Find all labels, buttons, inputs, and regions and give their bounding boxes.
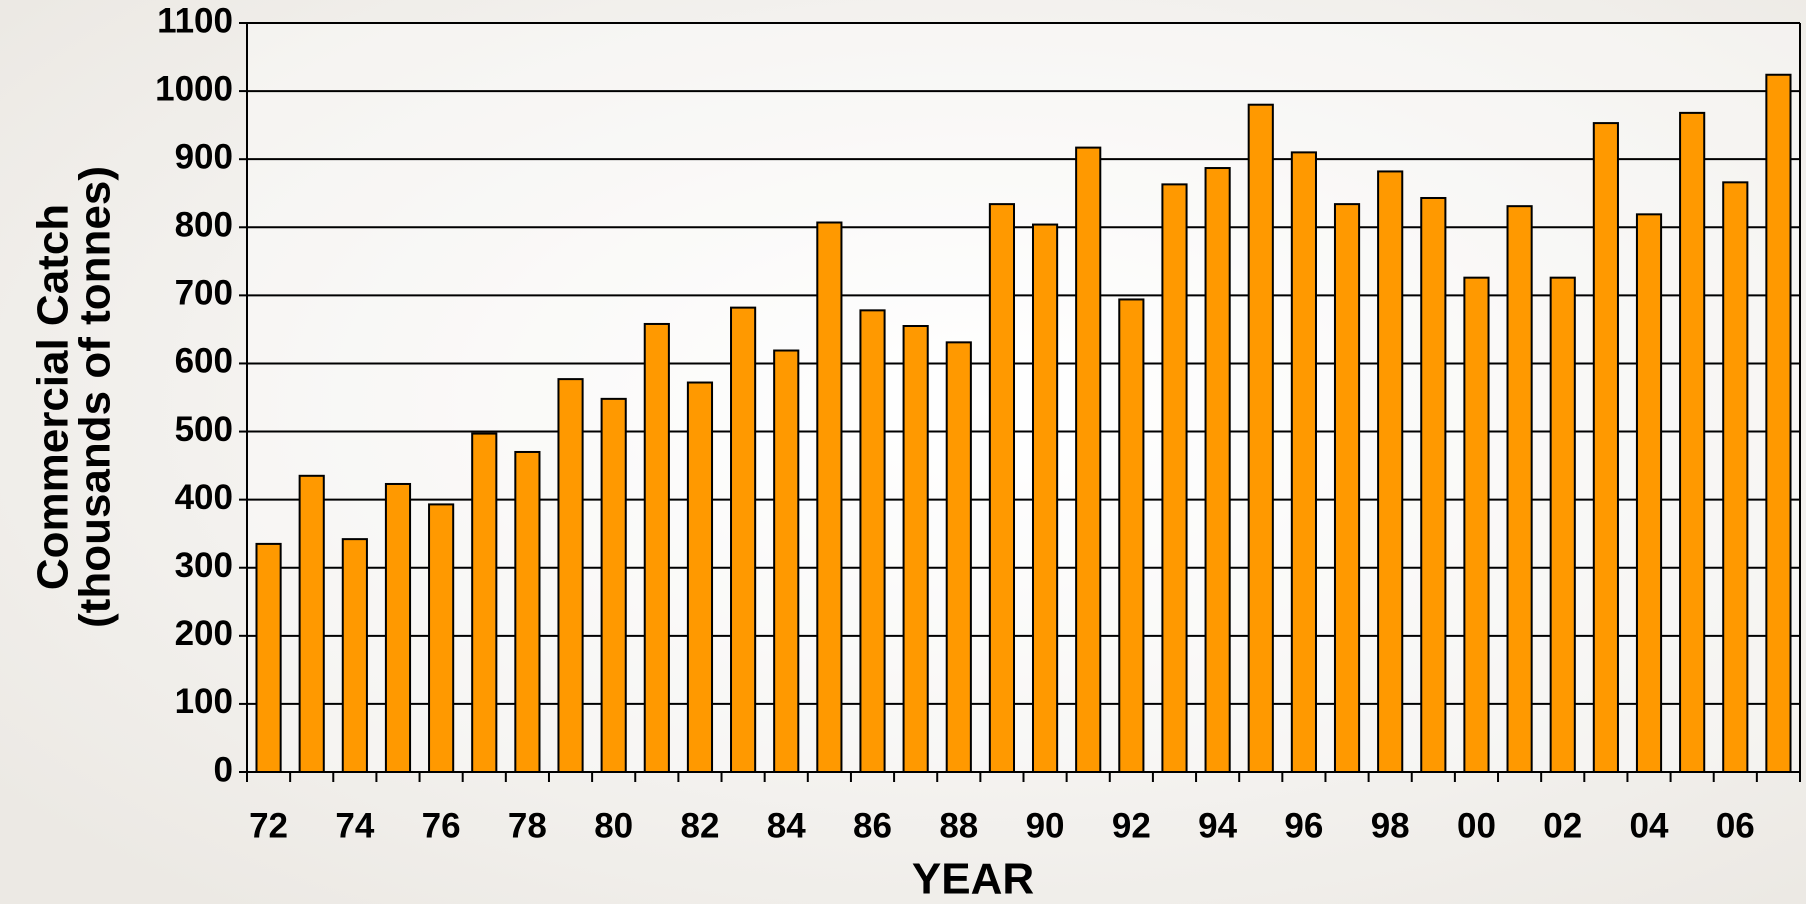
x-tick-label: 96 xyxy=(1284,806,1323,845)
bar xyxy=(1204,167,1231,773)
y-tick-label: 300 xyxy=(175,546,233,585)
x-tick-label: 90 xyxy=(1026,806,1065,845)
plot-area xyxy=(247,23,1800,772)
x-tick-label: 06 xyxy=(1716,806,1755,845)
bar xyxy=(643,322,670,773)
bar xyxy=(298,474,325,773)
bar xyxy=(1765,73,1792,774)
bar xyxy=(1118,298,1145,773)
bar xyxy=(988,203,1016,773)
bar xyxy=(1161,183,1188,774)
bar xyxy=(773,349,800,773)
x-tick-label: 00 xyxy=(1457,806,1496,845)
bar xyxy=(859,309,886,773)
y-tick-label: 1100 xyxy=(157,1,233,40)
x-tick-label: 94 xyxy=(1198,806,1237,845)
bar xyxy=(1290,151,1317,773)
bar xyxy=(730,306,757,773)
bar xyxy=(1549,276,1576,773)
x-tick-label: 04 xyxy=(1630,806,1669,845)
bar xyxy=(1075,146,1102,773)
bar xyxy=(1247,103,1274,773)
bar xyxy=(945,341,972,773)
y-axis-title: Commercial Catch(thousands of tonnes) xyxy=(29,166,120,628)
bar xyxy=(514,450,541,773)
y-tick-label: 600 xyxy=(175,342,233,381)
bar xyxy=(686,381,714,773)
y-tick-label: 400 xyxy=(175,478,233,517)
bar xyxy=(1592,122,1619,774)
x-tick-label: 82 xyxy=(680,806,719,845)
y-axis-title-line: Commercial Catch xyxy=(29,204,78,590)
bar xyxy=(600,397,627,773)
x-tick-label: 80 xyxy=(594,806,633,845)
x-tick-label: 98 xyxy=(1371,806,1410,845)
bar xyxy=(1333,203,1361,773)
bar xyxy=(1722,181,1749,774)
y-tick-label: 900 xyxy=(175,137,233,176)
y-tick-label: 1000 xyxy=(155,69,233,108)
bar xyxy=(255,542,282,773)
y-tick-label: 0 xyxy=(214,750,233,789)
bar xyxy=(1635,213,1663,773)
y-tick-label: 200 xyxy=(175,614,233,653)
x-tick-label: 84 xyxy=(767,806,806,845)
bar xyxy=(341,538,368,773)
bar xyxy=(471,432,498,773)
x-axis-title: YEAR xyxy=(912,855,1034,904)
bar xyxy=(1031,223,1059,774)
bar xyxy=(1463,276,1490,773)
bar xyxy=(816,221,843,774)
y-tick-label: 700 xyxy=(175,274,233,313)
x-tick-label: 74 xyxy=(335,806,374,845)
bar xyxy=(1506,205,1533,773)
x-tick-label: 92 xyxy=(1112,806,1151,845)
y-tick-label: 800 xyxy=(175,206,233,245)
x-tick-label: 86 xyxy=(853,806,892,845)
bar xyxy=(1679,111,1706,773)
bar xyxy=(428,503,455,773)
y-axis-title-line: (thousands of tonnes) xyxy=(71,166,120,628)
bar xyxy=(1377,170,1404,774)
bar xyxy=(384,482,412,773)
x-tick-label: 72 xyxy=(249,806,288,845)
x-tick-label: 02 xyxy=(1543,806,1582,845)
x-tick-label: 78 xyxy=(508,806,547,845)
bar xyxy=(557,378,584,773)
x-tick-label: 76 xyxy=(422,806,461,845)
bar xyxy=(902,325,929,773)
y-tick-label: 100 xyxy=(175,682,233,721)
x-tick-label: 88 xyxy=(939,806,978,845)
y-tick-label: 500 xyxy=(175,410,233,449)
bar xyxy=(1420,196,1447,773)
